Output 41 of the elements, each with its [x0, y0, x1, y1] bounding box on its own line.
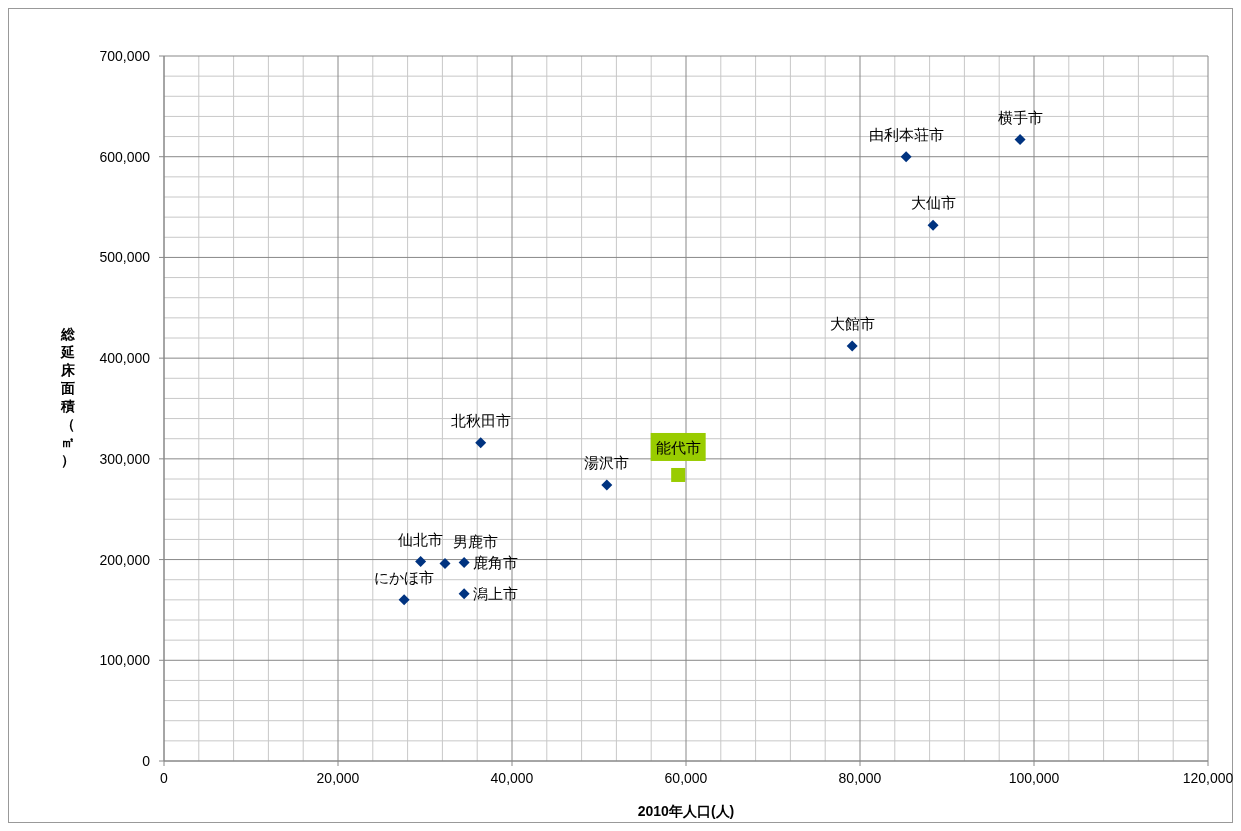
y-tick-label: 200,000 — [99, 551, 151, 568]
annotation: 湯沢市 — [584, 454, 630, 472]
point — [475, 437, 487, 449]
annotation: 鹿角市 — [473, 553, 519, 571]
x-tick-label: 60,000 — [664, 770, 708, 786]
annotation: 大館市 — [829, 315, 875, 333]
point — [458, 588, 470, 600]
x-tick-label: 100,000 — [1008, 770, 1060, 786]
x-tick-label: 0 — [160, 770, 169, 786]
annotation: 男鹿市 — [453, 532, 499, 550]
x-tick-label: 120,000 — [1182, 770, 1234, 786]
point — [458, 557, 470, 569]
annotation: 由利本荘市 — [868, 125, 944, 143]
x-tick-label: 20,000 — [316, 770, 360, 786]
y-tick-label: 0 — [142, 753, 151, 769]
point — [601, 479, 613, 491]
annotation: にかほ市 — [374, 568, 435, 586]
point — [1014, 134, 1026, 146]
y-tick-label: 600,000 — [99, 148, 151, 165]
y-tick-label: 500,000 — [99, 249, 151, 266]
point — [671, 467, 686, 482]
annotation: 潟上市 — [473, 584, 519, 602]
x-tick-label: 40,000 — [490, 770, 534, 786]
y-tick-label: 300,000 — [99, 450, 151, 467]
y-tick-label: 400,000 — [99, 350, 151, 367]
y-tick-label: 700,000 — [99, 48, 151, 64]
annotation: 横手市 — [997, 108, 1043, 126]
point — [927, 219, 939, 231]
y-axis-title: 総延床面積（㎡） — [60, 325, 76, 468]
annotation: 北秋田市 — [450, 411, 511, 429]
point — [900, 151, 912, 163]
annotation: 仙北市 — [398, 530, 444, 548]
annotation: 能代市 — [655, 438, 701, 456]
point — [415, 556, 427, 568]
annotation: 大仙市 — [910, 194, 956, 212]
x-axis-title: 2010年人口(人) — [637, 803, 735, 819]
point — [846, 340, 858, 352]
x-tick-label: 80,000 — [838, 770, 882, 786]
point — [398, 594, 410, 606]
point — [439, 558, 451, 570]
y-tick-label: 100,000 — [99, 652, 151, 669]
